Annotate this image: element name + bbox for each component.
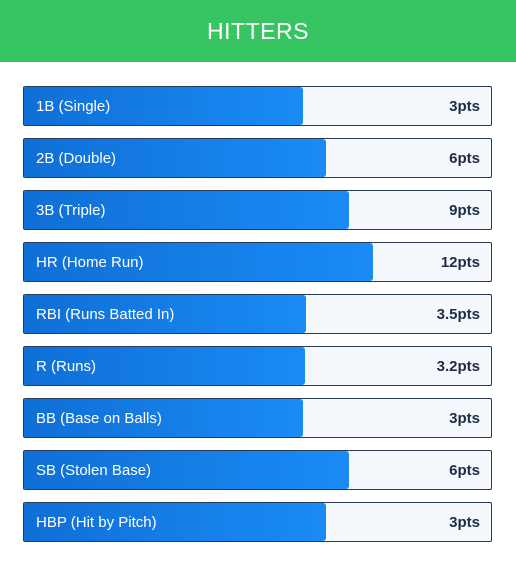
score-bar-fill xyxy=(24,243,374,281)
score-bar-fill xyxy=(24,503,327,541)
score-bar-fill xyxy=(24,295,306,333)
stat-label: 2B (Double) xyxy=(36,149,117,167)
stat-label: 1B (Single) xyxy=(36,97,111,115)
score-bar-fill xyxy=(24,347,305,385)
stat-label: RBI (Runs Batted In) xyxy=(36,305,175,323)
score-bar-fill xyxy=(24,191,350,229)
points-value: 3.5pts xyxy=(436,305,480,323)
score-bar-fill xyxy=(24,451,350,489)
scoring-row: BB (Base on Balls) 3pts xyxy=(23,398,492,438)
scoring-row: SB (Stolen Base) 6pts xyxy=(23,450,492,490)
stat-label: 3B (Triple) xyxy=(36,201,106,219)
scoring-row: R (Runs) 3.2pts xyxy=(23,346,492,386)
stat-label: BB (Base on Balls) xyxy=(36,409,162,427)
points-value: 3pts xyxy=(449,513,480,531)
stat-label: R (Runs) xyxy=(36,357,97,375)
scoring-row: 2B (Double) 6pts xyxy=(23,138,492,178)
score-bar-fill xyxy=(24,399,304,437)
scoring-row: RBI (Runs Batted In) 3.5pts xyxy=(23,294,492,334)
scoring-row: HR (Home Run) 12pts xyxy=(23,242,492,282)
points-value: 3pts xyxy=(449,97,480,115)
points-value: 9pts xyxy=(449,201,480,219)
points-value: 12pts xyxy=(440,253,480,271)
scoring-row: HBP (Hit by Pitch) 3pts xyxy=(23,502,492,542)
header-bar: HITTERS xyxy=(0,0,516,62)
scoring-row: 3B (Triple) 9pts xyxy=(23,190,492,230)
stat-label: SB (Stolen Base) xyxy=(36,461,152,479)
scoring-row: 1B (Single) 3pts xyxy=(23,86,492,126)
stat-label: HBP (Hit by Pitch) xyxy=(36,513,157,531)
stat-label: HR (Home Run) xyxy=(36,253,144,271)
score-bar-fill xyxy=(24,139,327,177)
points-value: 6pts xyxy=(449,461,480,479)
header-title: HITTERS xyxy=(207,17,309,44)
scoring-list: 1B (Single) 3pts 2B (Double) 6pts 3B (Tr… xyxy=(23,86,492,554)
points-value: 6pts xyxy=(449,149,480,167)
score-bar-fill xyxy=(24,87,304,125)
points-value: 3.2pts xyxy=(436,357,480,375)
points-value: 3pts xyxy=(449,409,480,427)
